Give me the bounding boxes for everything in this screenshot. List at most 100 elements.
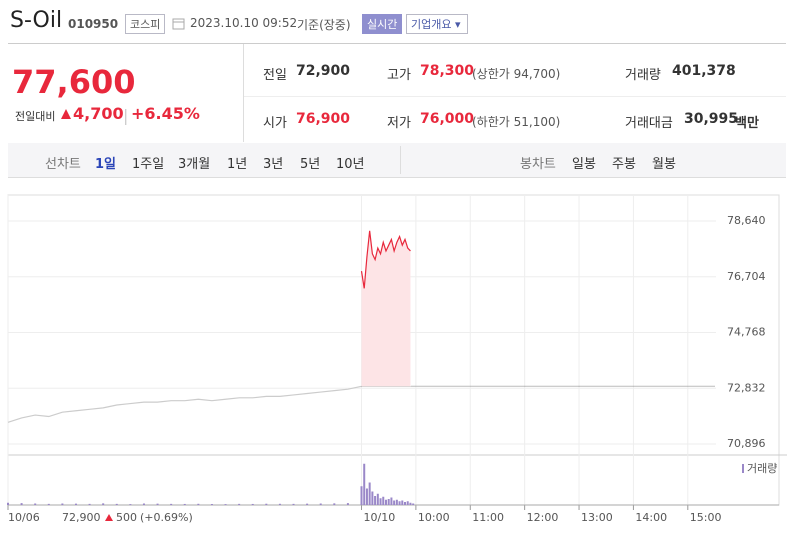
volume-bar [333, 503, 336, 505]
volume-bar [7, 502, 9, 505]
quote-label: 거래대금 [625, 116, 673, 131]
change: 4,700 [73, 104, 124, 123]
volume-bar [360, 486, 363, 505]
tab[interactable]: 주봉 [612, 157, 636, 172]
volume-bar [409, 502, 412, 505]
change-pct: +6.45% [131, 104, 200, 123]
tab-group-label: 선차트 [45, 157, 81, 172]
datetime: 2023.10.10 09:52 [190, 16, 298, 30]
bottom-triangle [105, 514, 113, 521]
tab[interactable]: 월봉 [652, 157, 676, 172]
volume-bar [238, 503, 241, 505]
quote-label: 거래량 [625, 68, 661, 83]
volume-bar [368, 482, 371, 505]
current-price: 77,600 [12, 63, 136, 101]
volume-bar [251, 503, 254, 505]
volume-bar [404, 502, 407, 505]
volume-bar [401, 500, 404, 505]
y-tick-label: 72,832 [727, 381, 766, 394]
volume-bar [371, 491, 374, 505]
price-line [7, 385, 362, 423]
stock-name: S-Oil [10, 8, 63, 33]
change-label: 전일대비 [15, 110, 56, 123]
row-divider [244, 96, 786, 97]
quote-label: 시가 [263, 116, 287, 131]
volume-bar [374, 496, 377, 505]
tab[interactable]: 1주일 [132, 157, 165, 172]
tab[interactable]: 10년 [336, 157, 365, 172]
volume-bar [278, 503, 281, 505]
volume-bar [156, 503, 159, 505]
calendar-icon [172, 18, 185, 30]
basis: 기준(장중) [297, 18, 351, 32]
volume-bar [197, 503, 200, 505]
volume-bar [365, 488, 368, 505]
x-tick-label: 11:00 [472, 511, 504, 524]
tab[interactable]: 5년 [300, 157, 321, 172]
volume-bar [183, 503, 186, 505]
volume-bar [319, 503, 322, 505]
x-tick-label: 13:00 [581, 511, 613, 524]
volume-bar [412, 503, 415, 505]
market-badge: 코스피 [125, 14, 166, 34]
volume-bar [395, 499, 398, 505]
tab-group-label: 봉차트 [520, 157, 556, 172]
volume-bar [61, 503, 64, 505]
quote-value: 78,300 [420, 63, 475, 79]
quote-label: 저가 [387, 116, 411, 131]
volume-bar [20, 503, 23, 505]
volume-bar [376, 493, 379, 505]
quote-unit: 백만 [735, 116, 759, 131]
volume-bar [170, 503, 173, 505]
quote-value: 76,900 [296, 111, 351, 127]
x-tick-label: 12:00 [527, 511, 559, 524]
overview-button[interactable]: 기업개요 ▾ [406, 14, 468, 34]
quote-label: 고가 [387, 68, 411, 83]
volume-bar [387, 499, 390, 505]
volume-bar [74, 503, 77, 505]
tab-bar [8, 143, 786, 178]
quote-note: (하한가 51,100) [472, 115, 561, 129]
divider: | [123, 106, 129, 125]
y-tick-label: 76,704 [727, 270, 766, 283]
x-tick-label: 10/06 [8, 511, 40, 524]
bottom-price: 72,900 [62, 511, 101, 524]
volume-bar [390, 497, 393, 505]
y-tick-label: 70,896 [727, 437, 766, 450]
volume-bar [210, 504, 213, 505]
quote-value: 401,378 [672, 63, 736, 79]
volume-bar [406, 501, 409, 505]
volume-bar [363, 463, 366, 505]
x-tick-label: 15:00 [690, 511, 722, 524]
tab-divider [400, 146, 401, 174]
bottom-change-pct: (+0.69%) [140, 511, 193, 524]
volume-bar [379, 498, 382, 505]
volume-bar [224, 504, 227, 505]
tab[interactable]: 일봉 [572, 157, 596, 172]
volume-bar [292, 503, 295, 505]
volume-bar [47, 503, 50, 505]
quote-value: 72,900 [296, 63, 351, 79]
tab[interactable]: 3개월 [178, 157, 211, 172]
volume-bar [102, 503, 105, 505]
volume-bar [393, 500, 396, 505]
quote-note: (상한가 94,700) [472, 67, 561, 81]
volume-bar [382, 496, 385, 505]
tab[interactable]: 1일 [95, 157, 117, 172]
tab[interactable]: 1년 [227, 157, 248, 172]
x-tick-label: 10:00 [418, 511, 450, 524]
quote-value: 76,000 [420, 111, 475, 127]
x-tick-label: 14:00 [635, 511, 667, 524]
volume-bar [115, 503, 118, 505]
legend-swatch [742, 464, 744, 473]
quote-label: 전일 [263, 68, 287, 83]
realtime-button[interactable]: 실시간 [362, 14, 403, 34]
tab[interactable]: 3년 [263, 157, 284, 172]
overview-label: 기업개요 [411, 18, 452, 31]
stock-code: 010950 [68, 17, 119, 31]
volume-bar [142, 503, 145, 505]
volume-bar [88, 503, 91, 505]
volume-bar [398, 501, 401, 505]
